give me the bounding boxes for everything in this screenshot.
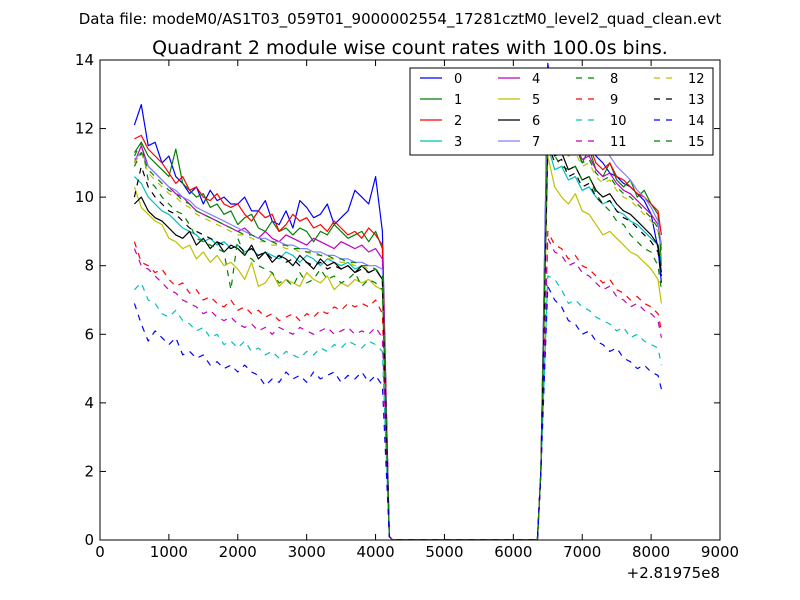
legend-label-13: 13 [688,93,705,108]
y-tick-label: 12 [75,120,94,138]
legend-label-9: 9 [610,93,618,108]
legend-label-12: 12 [688,72,705,87]
series-group [133,62,662,540]
x-tick-label: 4000 [356,543,394,561]
series-line-8 [133,128,662,540]
y-tick-label: 10 [75,188,94,206]
y-tick-label: 8 [84,257,94,275]
legend-label-0: 0 [454,72,462,87]
legend-label-1: 1 [454,93,462,108]
legend-label-2: 2 [454,114,462,129]
series-line-5 [133,155,662,540]
legend-label-4: 4 [532,72,540,87]
x-tick-label: 7000 [563,543,601,561]
legend-box [409,67,714,156]
legend-label-7: 7 [532,135,540,150]
series-line-9 [133,230,662,540]
x-tick-label: 6000 [494,543,532,561]
x-tick-label: 1000 [150,543,188,561]
plot-frame [99,59,721,541]
series-line-10 [133,275,662,540]
legend-label-5: 5 [532,93,540,108]
legend-label-8: 8 [610,72,618,87]
suptitle: Data file: modeM0/AS1T03_059T01_90000025… [79,10,722,29]
series-line-4 [133,110,662,540]
plot-area: 0 1000 2000 3000 4000 5000 6000 7000 8000 9000 0 2 4… [75,51,739,561]
series-line-15 [133,117,662,540]
x-tick-label: 9000 [701,543,739,561]
legend-label-15: 15 [688,135,705,150]
x-tick-label: 0 [95,543,105,561]
x-tick-label: 2000 [219,543,257,561]
y-tick-label: 0 [84,531,94,549]
series-line-13 [133,141,662,540]
x-axis-offset-label: +2.81975e8 [627,564,720,582]
series-line-2 [134,100,662,540]
x-tick-label: 8000 [632,543,670,561]
chart-title: Quadrant 2 module wise count rates with … [152,37,668,59]
y-tick-label: 6 [84,325,94,343]
legend-label-6: 6 [532,114,540,129]
y-tick-label: 14 [75,51,94,69]
x-tick-label: 3000 [288,543,326,561]
series-line-12 [133,121,662,540]
y-tick-label: 4 [84,394,94,412]
series-line-14 [133,285,662,540]
legend-label-3: 3 [454,135,462,150]
legend-label-14: 14 [688,114,705,129]
legend-label-11: 11 [610,135,627,150]
axis-ticks: 0 1000 2000 3000 4000 5000 6000 7000 8000 9000 0 2 4… [75,51,739,561]
series-line-3 [133,145,662,540]
series-line-11 [133,237,662,540]
y-tick-label: 2 [84,462,94,480]
x-tick-label: 5000 [425,543,463,561]
legend-label-10: 10 [610,114,627,129]
series-line-1 [133,93,662,540]
